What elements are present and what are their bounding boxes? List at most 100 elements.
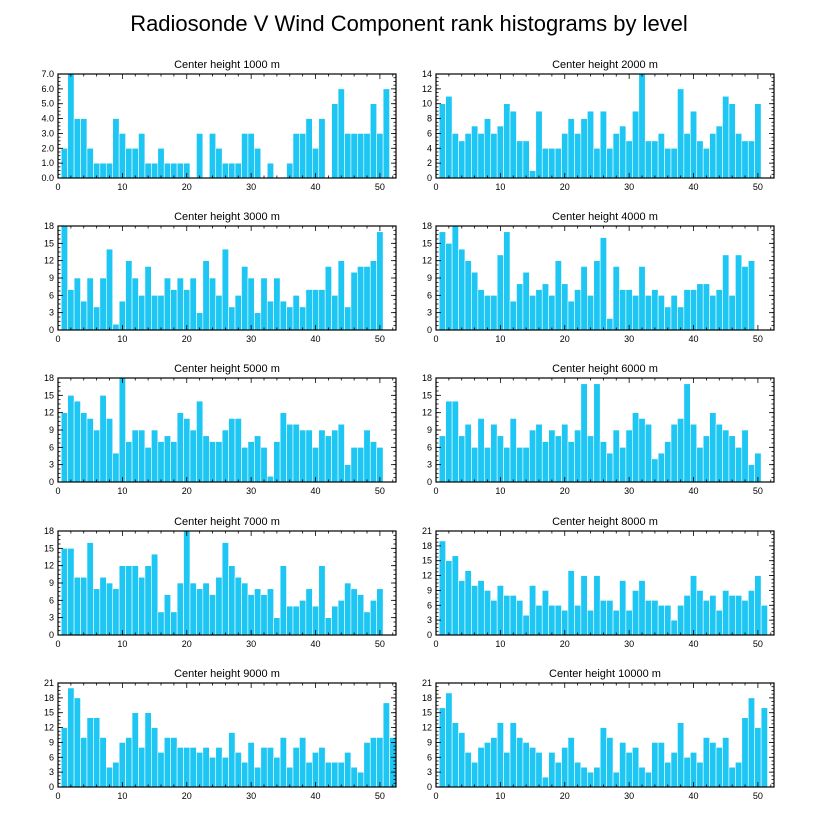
bar	[503, 447, 511, 483]
bar	[183, 530, 191, 636]
bar	[541, 590, 549, 636]
bar	[151, 162, 159, 179]
y-tick-label: 0	[427, 173, 432, 183]
bar	[612, 133, 620, 179]
bar	[593, 260, 601, 331]
bar	[331, 429, 339, 483]
x-tick-label: 10	[117, 486, 127, 496]
bar	[112, 452, 120, 483]
bar	[344, 582, 352, 636]
bar	[80, 737, 88, 788]
x-tick-label: 20	[560, 791, 570, 801]
bar	[496, 585, 504, 636]
bar	[516, 737, 524, 788]
y-tick-label: 18	[44, 526, 54, 536]
bar	[580, 575, 588, 636]
bar	[490, 423, 498, 483]
bar	[483, 590, 492, 636]
y-tick-label: 12	[422, 84, 432, 94]
x-tick-label: 10	[117, 182, 127, 192]
bar	[458, 435, 466, 483]
y-tick-label: 12	[422, 408, 432, 418]
bar	[458, 248, 466, 331]
bar	[483, 742, 492, 788]
bar	[99, 576, 107, 636]
x-tick-label: 40	[689, 334, 699, 344]
y-tick-label: 0.0	[41, 173, 54, 183]
panel-title: Center height 7000 m	[174, 516, 280, 528]
bar	[350, 766, 358, 788]
bar	[690, 289, 698, 331]
bar	[86, 717, 94, 788]
bar	[247, 277, 255, 331]
x-tick-label: 10	[117, 334, 127, 344]
bar	[125, 737, 133, 788]
y-tick-label: 0	[427, 477, 432, 487]
bar	[464, 423, 472, 483]
bar	[273, 441, 281, 483]
bar	[292, 423, 300, 483]
y-tick-label: 21	[422, 678, 432, 688]
bar	[344, 133, 352, 179]
bar	[612, 266, 620, 331]
bar	[574, 289, 582, 331]
bar	[112, 323, 120, 331]
bar	[561, 133, 569, 179]
bar	[86, 277, 94, 331]
bar	[234, 295, 242, 331]
bar	[683, 756, 691, 788]
bar	[176, 277, 184, 331]
bar	[292, 747, 300, 788]
bar	[541, 441, 549, 483]
bar	[670, 295, 678, 331]
x-tick-label: 40	[311, 334, 321, 344]
bar	[196, 752, 204, 788]
bar	[221, 429, 229, 483]
bar	[741, 266, 749, 331]
bar	[522, 447, 530, 483]
bar	[125, 147, 133, 179]
y-tick-label: 6	[49, 595, 54, 605]
bar	[228, 565, 236, 636]
bar	[567, 118, 575, 179]
bar	[350, 133, 358, 179]
panel-title: Center height 9000 m	[174, 668, 280, 680]
bar	[606, 452, 614, 483]
bar	[337, 761, 345, 788]
x-tick-label: 0	[55, 639, 60, 649]
x-tick-label: 50	[753, 791, 763, 801]
bar	[363, 611, 371, 636]
y-tick-label: 21	[44, 678, 54, 688]
bar	[644, 295, 652, 331]
x-tick-label: 50	[753, 334, 763, 344]
bar	[483, 295, 492, 331]
y-tick-label: 6	[49, 442, 54, 452]
bar	[599, 237, 607, 331]
y-tick-label: 21	[422, 526, 432, 536]
bar	[438, 103, 446, 179]
bar	[683, 289, 691, 331]
bar	[702, 600, 710, 636]
bar	[715, 289, 723, 331]
bar	[305, 761, 313, 788]
bar	[438, 540, 446, 636]
x-tick-label: 30	[246, 486, 256, 496]
y-tick-label: 12	[422, 256, 432, 266]
bar	[208, 594, 217, 636]
bar	[138, 295, 146, 331]
x-tick-label: 50	[753, 486, 763, 496]
bar	[715, 125, 723, 179]
x-tick-label: 0	[55, 334, 60, 344]
bar	[247, 441, 255, 483]
bar	[215, 747, 223, 788]
bar	[99, 737, 107, 788]
bar	[228, 418, 236, 483]
bar	[202, 582, 210, 636]
bar	[458, 580, 466, 636]
bar	[522, 742, 530, 788]
bar	[331, 295, 339, 331]
y-tick-label: 9	[49, 737, 54, 747]
bar	[471, 761, 479, 788]
y-tick-label: 18	[422, 541, 432, 551]
bar	[541, 776, 549, 788]
